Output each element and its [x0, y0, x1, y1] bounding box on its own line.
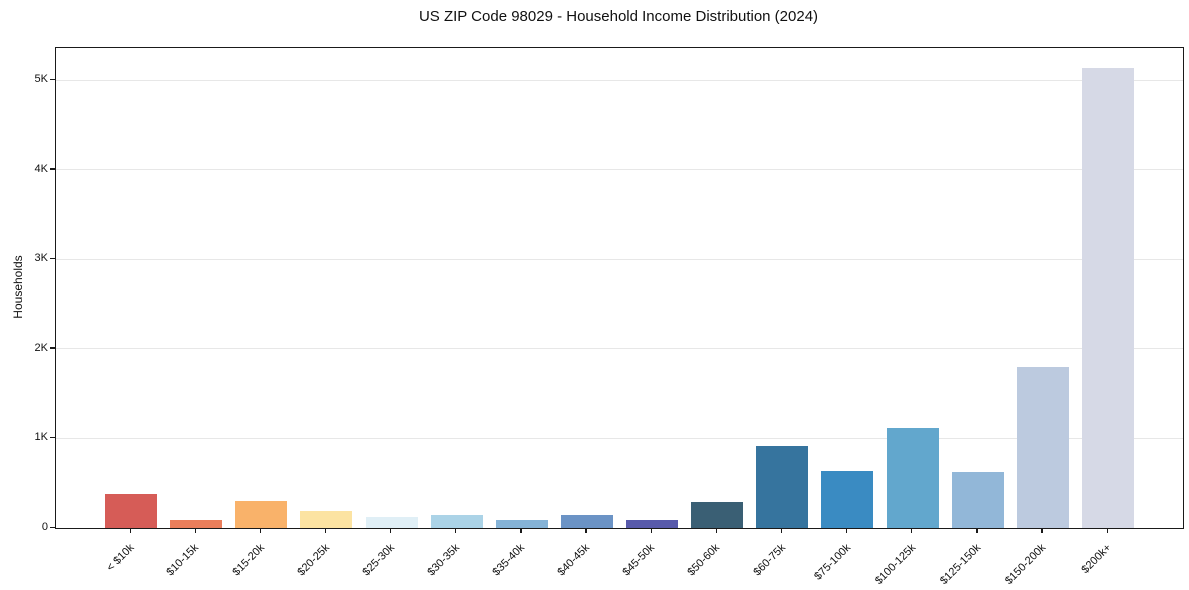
x-tick-label: $200k+	[1079, 541, 1114, 576]
y-tick-label: 0	[41, 521, 48, 533]
bar-8	[626, 519, 679, 528]
x-tick-label: $60-75k	[750, 541, 788, 579]
y-tick-mark	[50, 347, 55, 349]
x-tick-label: < $10k	[104, 541, 137, 574]
x-tick-label: $30-35k	[425, 541, 462, 579]
x-tick-label: $40-45k	[555, 541, 593, 579]
x-tick-label: $45-50k	[620, 541, 658, 579]
x-tick-label: $10-15k	[164, 541, 202, 579]
x-tick-mark	[455, 528, 457, 533]
y-tick-mark	[50, 436, 55, 439]
bar-2	[235, 501, 288, 528]
bar-9	[691, 502, 744, 528]
plot-area	[55, 47, 1184, 529]
bar-7	[560, 515, 613, 528]
x-tick-mark	[845, 528, 848, 533]
x-tick-label: $75-100k	[811, 541, 853, 583]
x-tick-mark	[650, 528, 652, 533]
y-tick-label: 2K	[34, 341, 48, 354]
bar-15	[1082, 67, 1134, 528]
x-tick-label: $150-200k	[1002, 541, 1049, 588]
x-tick-mark	[520, 528, 522, 533]
y-tick-label: 5K	[34, 73, 48, 86]
gridline-1000	[56, 437, 1183, 439]
x-tick-mark	[1106, 528, 1108, 533]
y-tick-label: 3K	[34, 252, 48, 265]
y-tick-mark	[50, 78, 55, 81]
x-tick-mark	[976, 528, 978, 533]
bar-10	[756, 446, 809, 528]
y-tick-label: 1K	[34, 431, 48, 444]
x-tick-mark	[911, 528, 913, 533]
x-tick-label: $50-60k	[685, 541, 723, 579]
bar-12	[886, 428, 939, 528]
bar-0	[105, 493, 157, 528]
x-tick-mark	[194, 528, 196, 533]
bar-14	[1016, 366, 1069, 528]
gridline-4000	[56, 169, 1183, 171]
x-tick-label: $125-150k	[937, 541, 983, 588]
x-tick-label: $25-30k	[360, 541, 397, 579]
bar-4	[365, 516, 418, 528]
gridline-2000	[56, 348, 1183, 350]
x-tick-mark	[129, 528, 131, 533]
x-tick-mark	[324, 528, 327, 533]
y-tick-mark	[50, 168, 55, 170]
bar-13	[951, 471, 1004, 528]
x-tick-mark	[715, 528, 717, 533]
gridline-5000	[56, 79, 1183, 81]
x-tick-label: $100-125k	[872, 541, 918, 588]
gridline-3000	[56, 258, 1183, 260]
x-tick-mark	[1041, 528, 1043, 533]
x-tick-mark	[780, 528, 783, 533]
x-tick-label: $20-25k	[295, 541, 332, 579]
bar-11	[821, 471, 874, 528]
chart-title: US ZIP Code 98029 - Household Income Dis…	[418, 8, 819, 25]
bar-5	[430, 515, 483, 528]
x-tick-mark	[585, 528, 587, 533]
y-tick-mark	[50, 257, 55, 260]
x-tick-mark	[259, 528, 262, 533]
x-tick-mark	[390, 528, 392, 533]
bar-6	[495, 519, 548, 528]
x-tick-label: $15-20k	[229, 541, 267, 579]
y-tick-label: 4K	[34, 162, 48, 175]
y-tick-mark	[50, 526, 55, 528]
bar-1	[170, 519, 223, 528]
bar-3	[300, 511, 353, 528]
x-tick-label: $35-40k	[490, 541, 528, 579]
